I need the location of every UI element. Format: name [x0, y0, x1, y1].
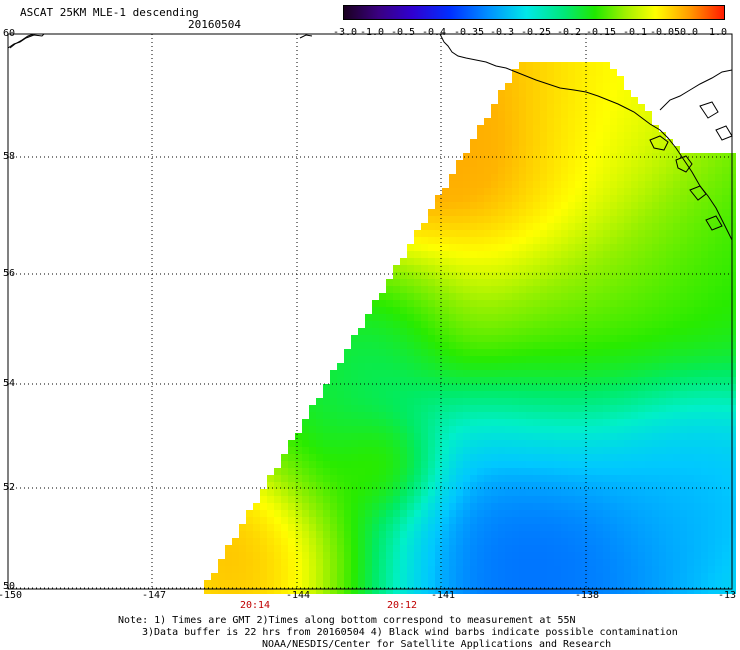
note-line-2: 3)Data buffer is 22 hrs from 20160504 4)…	[142, 627, 678, 638]
lat-label-58: 58	[3, 151, 16, 162]
note-line-1: Note: 1) Times are GMT 2)Times along bot…	[118, 615, 576, 626]
coastline-group	[7, 33, 733, 241]
island-1	[649, 135, 669, 151]
lon-label-144: -144	[285, 590, 311, 601]
lat-label-54: 54	[3, 378, 16, 389]
lon-label-147: -147	[141, 590, 167, 601]
lat-label-50: 50	[3, 581, 16, 592]
island-5	[715, 125, 733, 141]
colorbar	[343, 5, 725, 20]
time-label-2: 20:12	[386, 600, 418, 611]
island-2	[675, 155, 693, 173]
colorbar-label: -0.3	[489, 27, 515, 38]
plot-frame	[7, 33, 733, 590]
mle-swath	[204, 62, 736, 594]
island-3	[689, 185, 707, 201]
time-label-1: 20:14	[239, 600, 271, 611]
coastline-west	[7, 33, 45, 49]
colorbar-label: -0.4	[421, 27, 447, 38]
lon-label-141: -141	[430, 590, 456, 601]
alaska-coastline	[9, 33, 35, 49]
colorbar-label: -3.0	[332, 27, 358, 38]
lat-label-60: 60	[3, 28, 16, 39]
island-6	[705, 215, 723, 231]
note-line-3: NOAA/NESDIS/Center for Satellite Applica…	[262, 639, 612, 650]
lon-label-150: -150	[0, 590, 23, 601]
colorbar-label: -0.15	[585, 27, 617, 38]
coastline-panhandle	[659, 69, 733, 111]
lat-label-56: 56	[3, 268, 16, 279]
island-4	[699, 101, 719, 119]
lon-label-138: -138	[574, 590, 600, 601]
colorbar-label: 0.0	[679, 27, 699, 38]
colorbar-label: -0.35	[453, 27, 485, 38]
colorbar-label: -0.25	[520, 27, 552, 38]
colorbar-label: 1.0	[708, 27, 728, 38]
colorbar-label: -0.2	[556, 27, 582, 38]
colorbar-label: -1.0	[359, 27, 385, 38]
coastline-gulf	[439, 33, 733, 241]
chart-date: 20160504	[188, 18, 241, 31]
colorbar-label: -0.05	[649, 27, 681, 38]
chart-title: ASCAT 25KM MLE-1 descending	[20, 6, 199, 19]
colorbar-label: -0.5	[390, 27, 416, 38]
lat-label-52: 52	[3, 482, 16, 493]
coastline-mid	[299, 34, 313, 39]
lon-label-135: -13	[717, 590, 737, 601]
colorbar-label: -0.1	[622, 27, 648, 38]
